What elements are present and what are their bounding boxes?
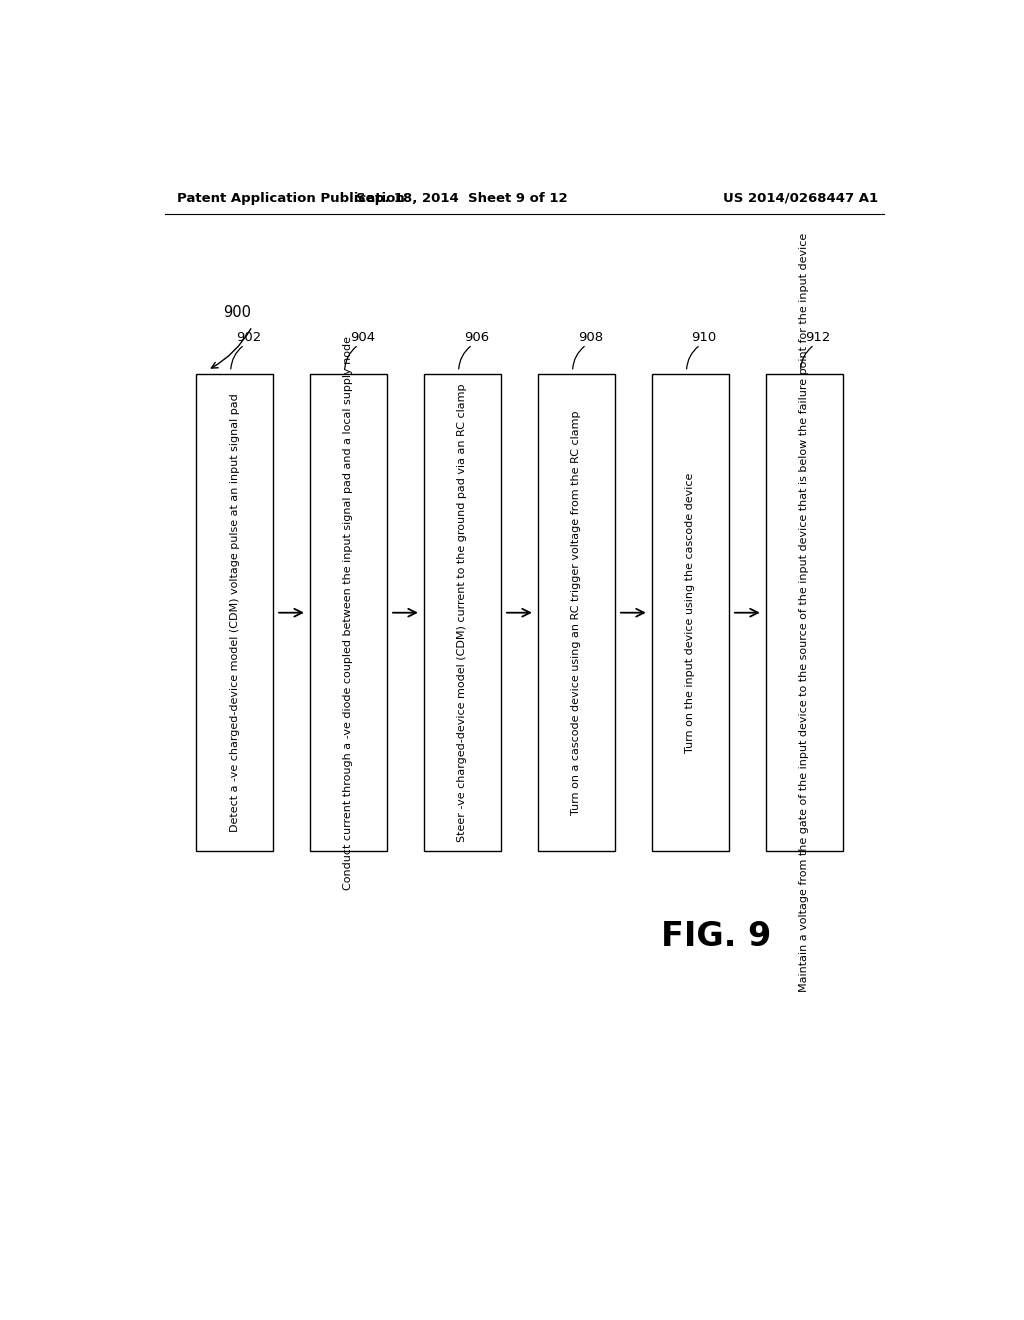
Bar bbox=[766, 374, 843, 851]
Text: 900: 900 bbox=[223, 305, 251, 319]
Bar bbox=[310, 374, 387, 851]
Text: Sep. 18, 2014  Sheet 9 of 12: Sep. 18, 2014 Sheet 9 of 12 bbox=[356, 191, 567, 205]
Bar bbox=[424, 374, 501, 851]
Text: FIG. 9: FIG. 9 bbox=[660, 920, 771, 953]
Text: Maintain a voltage from the gate of the input device to the source of the input : Maintain a voltage from the gate of the … bbox=[800, 234, 809, 993]
Text: Detect a -ve charged-device model (CDM) voltage pulse at an input signal pad: Detect a -ve charged-device model (CDM) … bbox=[229, 393, 240, 832]
Text: Conduct current through a -ve diode coupled between the input signal pad and a l: Conduct current through a -ve diode coup… bbox=[343, 335, 353, 890]
Text: Patent Application Publication: Patent Application Publication bbox=[177, 191, 404, 205]
Text: 904: 904 bbox=[350, 330, 375, 343]
Text: Steer -ve charged-device model (CDM) current to the ground pad via an RC clamp: Steer -ve charged-device model (CDM) cur… bbox=[458, 383, 467, 842]
Bar bbox=[196, 374, 273, 851]
Text: 910: 910 bbox=[691, 330, 717, 343]
Text: 908: 908 bbox=[578, 330, 603, 343]
Text: Turn on a cascode device using an RC trigger voltage from the RC clamp: Turn on a cascode device using an RC tri… bbox=[571, 411, 582, 814]
Text: US 2014/0268447 A1: US 2014/0268447 A1 bbox=[724, 191, 879, 205]
Text: 912: 912 bbox=[806, 330, 830, 343]
Text: Turn on the input device using the cascode device: Turn on the input device using the casco… bbox=[685, 473, 695, 752]
Bar bbox=[538, 374, 614, 851]
Text: 902: 902 bbox=[236, 330, 261, 343]
Text: 906: 906 bbox=[464, 330, 488, 343]
Bar bbox=[652, 374, 729, 851]
